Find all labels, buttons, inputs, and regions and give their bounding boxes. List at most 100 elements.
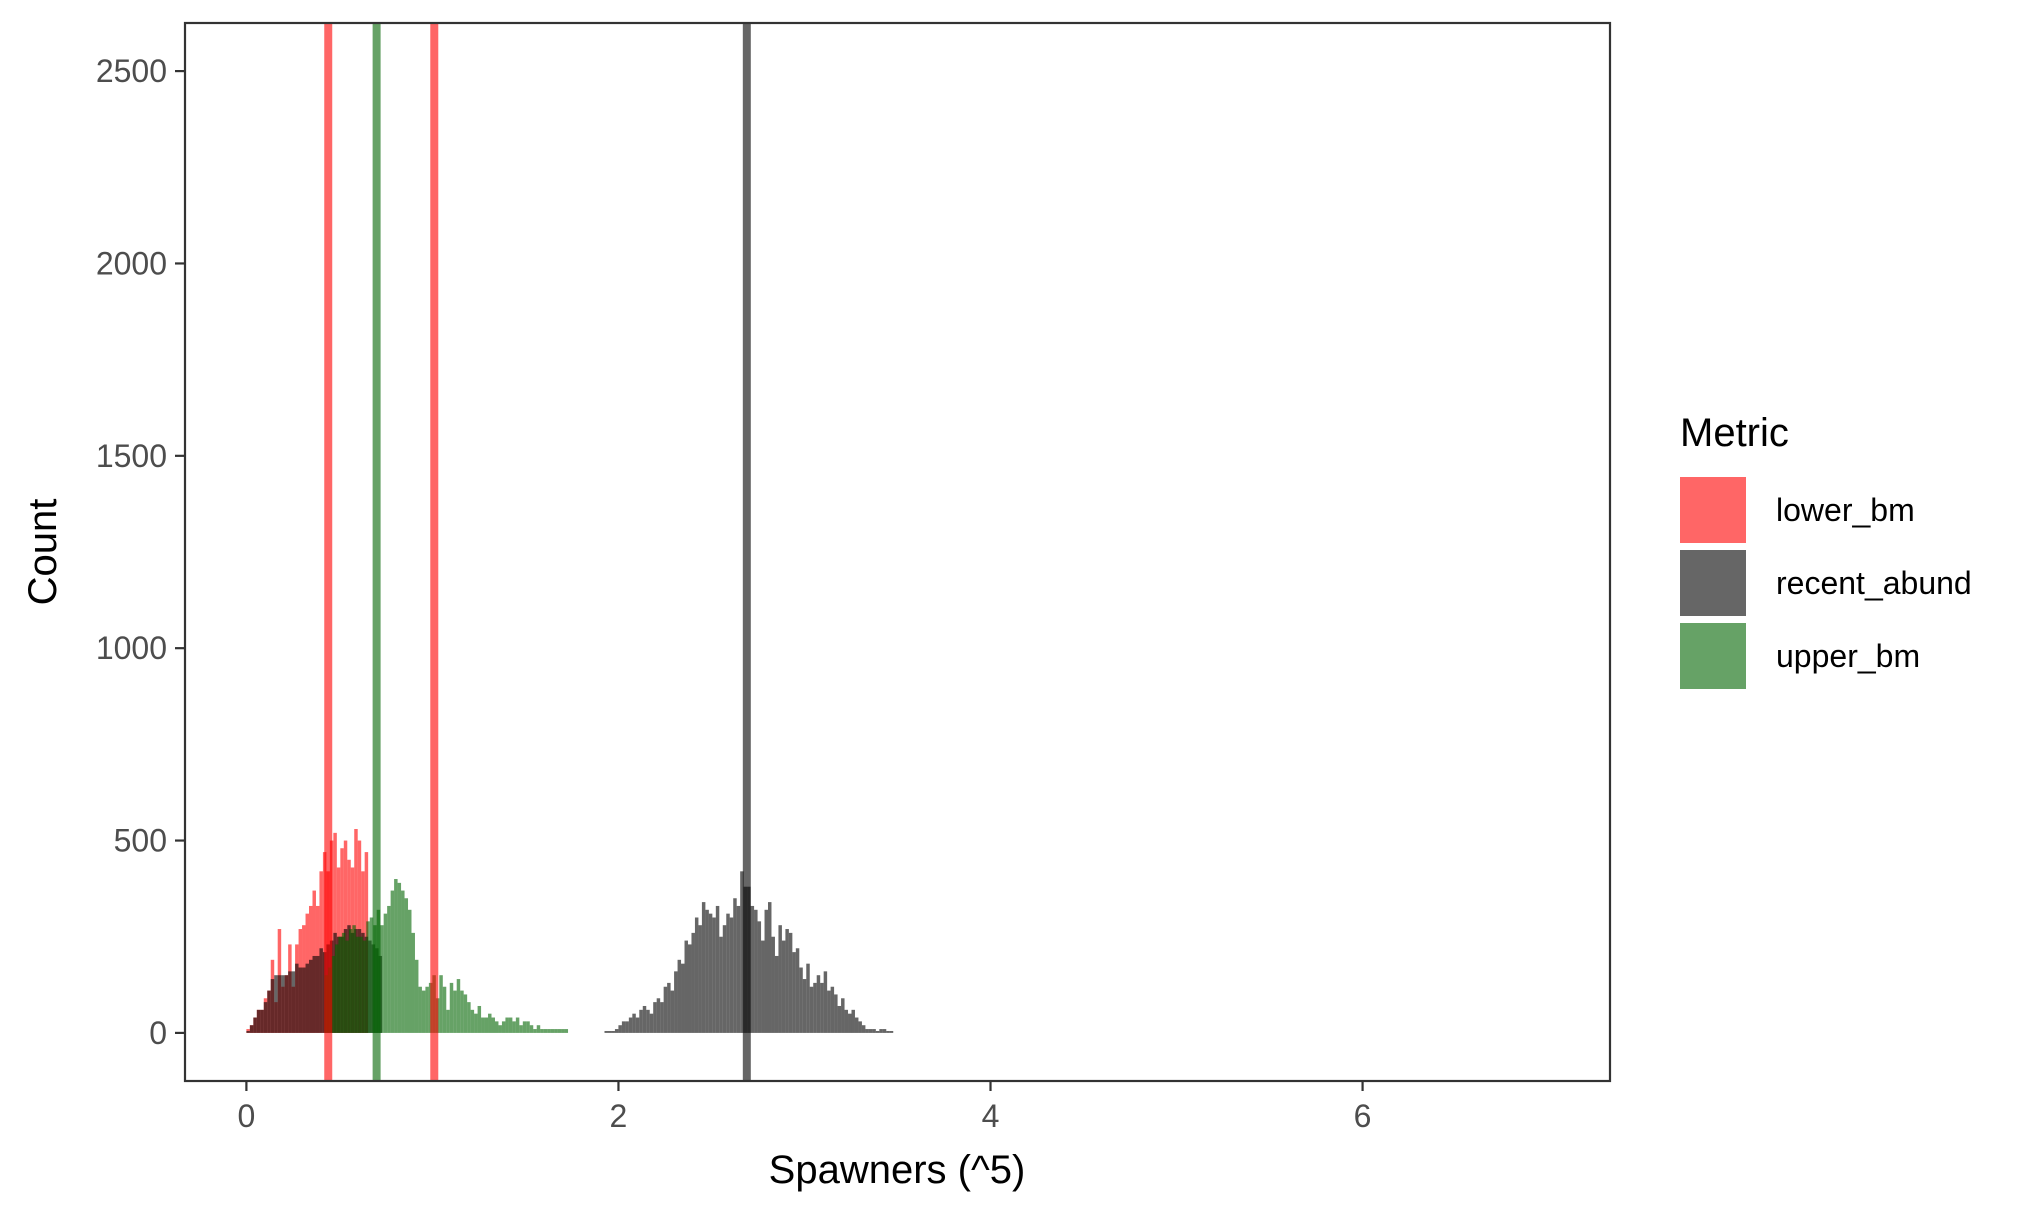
histogram-bar-recent_abund: [715, 905, 720, 1033]
histogram-bar-recent_abund: [844, 1009, 849, 1033]
histogram-bar-recent_abund: [820, 982, 824, 1033]
histogram-bar-upper_bm: [439, 975, 443, 1033]
histogram-bar-recent_abund: [827, 990, 831, 1033]
histogram-bar-recent_abund: [646, 1009, 650, 1033]
histogram-bar-recent_abund: [771, 936, 775, 1033]
histogram-bar-upper_bm: [519, 1025, 523, 1033]
histogram-bar-upper_bm: [421, 990, 426, 1033]
histogram-bar-recent_abund: [649, 1013, 654, 1033]
histogram-bar-recent_abund: [754, 909, 758, 1033]
histogram-bar-recent_abund: [785, 929, 789, 1033]
histogram-bar-upper_bm: [341, 932, 346, 1033]
histogram-bar-upper_bm: [526, 1021, 530, 1033]
histogram-bar-upper_bm: [564, 1029, 569, 1033]
y-tick-label: 1500: [96, 438, 167, 474]
legend: Metric lower_bm recent_abund upper_bm: [1680, 411, 1972, 689]
histogram-bar-recent_abund: [277, 975, 282, 1033]
histogram-bar-upper_bm: [348, 929, 353, 1033]
histogram-bar-recent_abund: [246, 1030, 250, 1033]
histogram-bar-upper_bm: [470, 1009, 475, 1033]
x-tick-label: 4: [982, 1098, 1000, 1134]
histogram-bar-upper_bm: [331, 955, 335, 1033]
histogram-bar-upper_bm: [488, 1013, 492, 1033]
histogram-bar-upper_bm: [397, 882, 402, 1033]
histogram-bar-lower_bm: [246, 1029, 250, 1033]
histogram-bar-recent_abund: [260, 1009, 264, 1033]
histogram-bar-recent_abund: [288, 971, 292, 1033]
histogram-bar-upper_bm: [404, 898, 409, 1033]
histogram-bar-recent_abund: [879, 1029, 883, 1033]
histogram-bar-recent_abund: [851, 1009, 855, 1033]
y-axis-ticks: 0 500 1000 1500 2000 2500: [96, 53, 185, 1051]
histogram-bar-recent_abund: [778, 925, 782, 1033]
histogram-bar-recent_abund: [719, 936, 723, 1033]
histogram-bar-recent_abund: [848, 1013, 852, 1033]
histogram-bar-upper_bm: [362, 940, 367, 1033]
histogram-bar-recent_abund: [642, 1005, 647, 1033]
histogram-bar-recent_abund: [792, 952, 796, 1033]
histogram-bar-recent_abund: [698, 925, 702, 1033]
histogram-bar-recent_abund: [816, 975, 821, 1033]
histogram-bar-recent_abund: [768, 902, 772, 1033]
histogram-bar-recent_abund: [653, 1002, 657, 1033]
histogram-bar-recent_abund: [740, 871, 744, 1033]
histogram-bar-recent_abund: [670, 990, 675, 1033]
histogram-bar-recent_abund: [663, 986, 668, 1033]
legend-key-lower_bm: [1680, 477, 1746, 543]
y-tick-label: 500: [114, 823, 167, 859]
histogram-bar-recent_abund: [781, 940, 786, 1033]
histogram-bar-upper_bm: [456, 979, 461, 1033]
histogram-bar-upper_bm: [460, 990, 464, 1033]
histogram-bar-upper_bm: [494, 1021, 499, 1033]
histogram-bar-lower_bm: [333, 832, 337, 1033]
histogram-bar-recent_abund: [298, 967, 303, 1033]
y-tick-label: 1000: [96, 630, 167, 666]
histogram-bar-recent_abund: [750, 905, 755, 1033]
legend-key-upper_bm: [1680, 623, 1746, 689]
legend-key-recent_abund: [1680, 550, 1746, 616]
histogram-bar-upper_bm: [411, 932, 415, 1033]
histogram-bar-upper_bm: [529, 1025, 534, 1033]
histogram-bar-recent_abund: [854, 1017, 859, 1033]
histogram-bar-upper_bm: [394, 879, 398, 1033]
histogram-bar-recent_abund: [733, 898, 737, 1033]
histogram-bar-upper_bm: [453, 990, 457, 1033]
histogram-bar-recent_abund: [809, 986, 814, 1033]
histogram-bar-recent_abund: [795, 948, 800, 1033]
histogram-bar-upper_bm: [547, 1029, 551, 1033]
histogram-bar-upper_bm: [512, 1021, 516, 1033]
histogram-bar-upper_bm: [387, 905, 391, 1033]
histogram-bar-recent_abund: [865, 1029, 869, 1033]
legend-label-upper_bm: upper_bm: [1776, 638, 1920, 674]
histogram-bar-upper_bm: [345, 940, 349, 1033]
histogram-bar-recent_abund: [295, 963, 299, 1033]
histogram-bar-recent_abund: [761, 940, 765, 1033]
plot-panel-border: [183, 21, 1612, 1083]
histogram-bar-upper_bm: [446, 1009, 450, 1033]
histogram-bar-recent_abund: [302, 967, 306, 1033]
legend-label-lower_bm: lower_bm: [1776, 492, 1915, 528]
legend-entries: lower_bm recent_abund upper_bm: [1680, 477, 1972, 689]
histogram-bar-recent_abund: [708, 913, 713, 1033]
histogram-bar-recent_abund: [604, 1030, 608, 1033]
histogram-bar-recent_abund: [684, 940, 688, 1033]
histogram-bar-recent_abund: [281, 975, 285, 1033]
histogram-bar-recent_abund: [614, 1029, 619, 1033]
histogram-bar-recent_abund: [270, 979, 275, 1033]
histogram-bar-upper_bm: [498, 1025, 502, 1033]
histogram-bar-upper_bm: [355, 936, 360, 1033]
histogram-bar-recent_abund: [726, 913, 730, 1033]
histogram-bar-upper_bm: [501, 1021, 506, 1033]
histogram-bar-recent_abund: [875, 1030, 880, 1033]
histogram-bar-upper_bm: [352, 925, 356, 1033]
histogram-bar-upper_bm: [474, 1013, 478, 1033]
histogram-bar-recent_abund: [253, 1017, 257, 1033]
histogram-bar-recent_abund: [788, 932, 793, 1033]
histogram-bar-recent_abund: [315, 955, 320, 1033]
histogram-bar-upper_bm: [425, 986, 429, 1033]
histogram-bar-recent_abund: [681, 963, 685, 1033]
histogram-bar-recent_abund: [886, 1030, 890, 1033]
histogram-bar-recent_abund: [607, 1030, 612, 1033]
histogram-bar-recent_abund: [841, 998, 845, 1033]
